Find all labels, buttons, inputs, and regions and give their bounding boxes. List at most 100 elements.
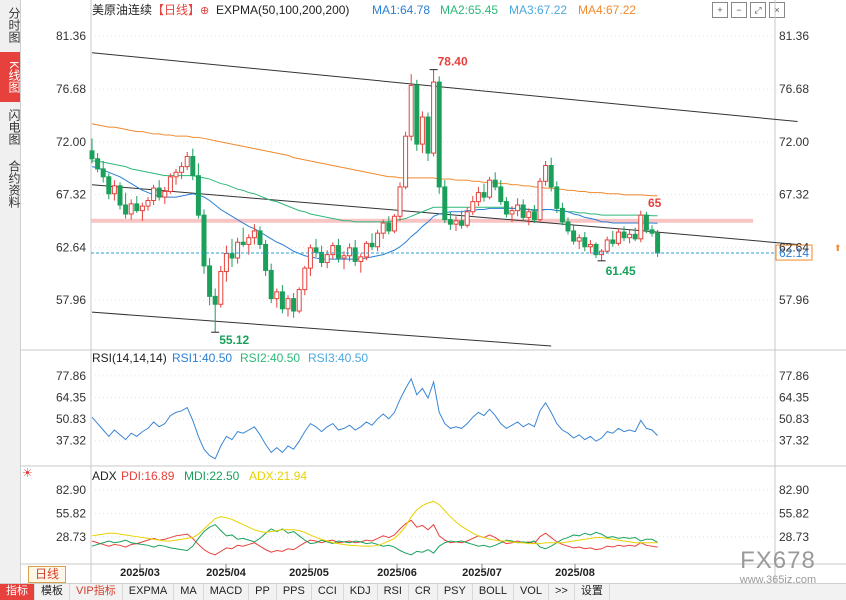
tab-pps[interactable]: PPS (277, 584, 312, 600)
symbol-name: 美原油连续 (92, 2, 152, 17)
price-ytick-right-0: 81.36 (779, 29, 809, 43)
candle-39 (307, 244, 313, 277)
candle-body (470, 201, 476, 213)
candle-19 (195, 163, 201, 219)
candle-body (543, 165, 549, 182)
candle-14 (167, 173, 173, 194)
candle-86 (571, 225, 577, 245)
chart-canvas[interactable]: 62.14 ⬆ 78.40 55.12 61.45 65 81.36 81.36 76.68 7… (0, 0, 846, 583)
tab-template[interactable]: 模板 (35, 584, 70, 600)
ma1-legend: MA1:64.78 (372, 3, 430, 17)
candle-59 (419, 111, 425, 154)
price-ytick-left-5: 57.96 (56, 293, 86, 307)
tab-timeshare[interactable]: 分时图 (7, 7, 21, 43)
tab-rsi[interactable]: RSI (378, 584, 409, 600)
candle-body (123, 204, 129, 215)
candle-body (425, 116, 431, 154)
candle-0 (89, 138, 95, 164)
candle-11 (151, 184, 157, 205)
candle-body (145, 199, 151, 207)
recent-low-annotation: 61.45 (606, 264, 636, 278)
candle-30 (257, 226, 263, 249)
period-label[interactable]: 【日线】 (152, 3, 200, 17)
tab-cci[interactable]: CCI (312, 584, 344, 600)
candle-74 (503, 197, 509, 218)
tab-more[interactable]: >> (549, 584, 575, 600)
candle-67 (464, 207, 470, 228)
tab-vol[interactable]: VOL (514, 584, 549, 600)
low-annotation: 55.12 (219, 333, 249, 347)
candle-84 (559, 202, 565, 226)
close-icon[interactable]: × (769, 2, 785, 18)
candle-body (627, 233, 633, 239)
candle-body (285, 298, 291, 310)
candle-body (632, 233, 638, 240)
chart-toolbar: + − ⤢ × (712, 2, 785, 18)
tab-pp[interactable]: PP (249, 584, 277, 600)
candle-50 (369, 233, 375, 251)
candle-body (537, 180, 543, 221)
rsi-panel (91, 377, 658, 460)
tab-settings[interactable]: 设置 (575, 584, 610, 600)
candle-94 (615, 228, 621, 246)
period-selector[interactable]: 日线 (28, 566, 66, 583)
ma2-legend: MA2:65.45 (440, 3, 498, 17)
price-ytick-right-1: 76.68 (779, 82, 809, 96)
tab-cr[interactable]: CR (409, 584, 438, 600)
candle-body (419, 116, 425, 145)
tab-kline[interactable]: K线图 (0, 52, 21, 102)
candle-body (240, 241, 246, 245)
candle-92 (604, 236, 610, 254)
rsi-ytick-left-1: 64.35 (56, 390, 86, 404)
tab-flash[interactable]: 闪电图 (7, 109, 21, 145)
adx-title: ADX (92, 469, 117, 483)
candle-body (212, 295, 218, 305)
target-icon[interactable]: ☀ (22, 466, 33, 480)
candle-17 (184, 151, 190, 171)
candle-7 (128, 199, 134, 220)
candle-body (587, 243, 593, 248)
tab-contract-info[interactable]: 合约资料 (7, 160, 21, 208)
xtick-label-1: 2025/04 (206, 567, 247, 579)
rsi-ytick-right-3: 37.32 (779, 434, 809, 448)
candle-body (263, 243, 269, 271)
candle-body (195, 175, 201, 216)
expand-icon[interactable]: ⤢ (750, 2, 766, 18)
candle-76 (515, 198, 521, 217)
candle-body (106, 176, 112, 195)
tab-macd[interactable]: MACD (204, 584, 250, 600)
candle-body (369, 242, 375, 248)
candle-body (531, 211, 537, 221)
axis-labels: 81.36 81.36 76.68 76.68 72.00 72.00 67.32 67.32… (56, 29, 809, 579)
candle-44 (335, 238, 341, 263)
tab-kdj[interactable]: KDJ (344, 584, 378, 600)
minus-square-icon[interactable]: − (731, 2, 747, 18)
settings-icon[interactable]: ⊕ (200, 5, 209, 17)
candle-body (229, 253, 235, 259)
candle-body (576, 237, 582, 242)
candle-body (380, 222, 386, 234)
tab-expma[interactable]: EXPMA (123, 584, 175, 600)
tab-ma[interactable]: MA (174, 584, 204, 600)
candle-body (447, 219, 453, 225)
candle-8 (134, 195, 140, 213)
plus-square-icon[interactable]: + (712, 2, 728, 18)
ema200-line (91, 123, 658, 197)
candle-28 (246, 234, 252, 255)
candle-79 (531, 204, 537, 224)
candle-body (307, 247, 313, 269)
candle-body (352, 247, 358, 262)
tab-boll[interactable]: BOLL (473, 584, 514, 600)
candle-24 (223, 245, 229, 282)
candle-47 (352, 239, 358, 266)
candle-2 (100, 161, 106, 183)
candle-body (548, 165, 554, 188)
candle-body (291, 298, 297, 312)
tab-vip-indicators[interactable]: VIP指标 (70, 584, 123, 600)
adx-ytick-right-0: 82.90 (779, 483, 809, 497)
tab-indicators[interactable]: 指标 (0, 584, 35, 600)
tab-psy[interactable]: PSY (438, 584, 473, 600)
candle-body (302, 267, 308, 291)
candle-99 (643, 211, 649, 234)
candle-body (610, 239, 616, 244)
